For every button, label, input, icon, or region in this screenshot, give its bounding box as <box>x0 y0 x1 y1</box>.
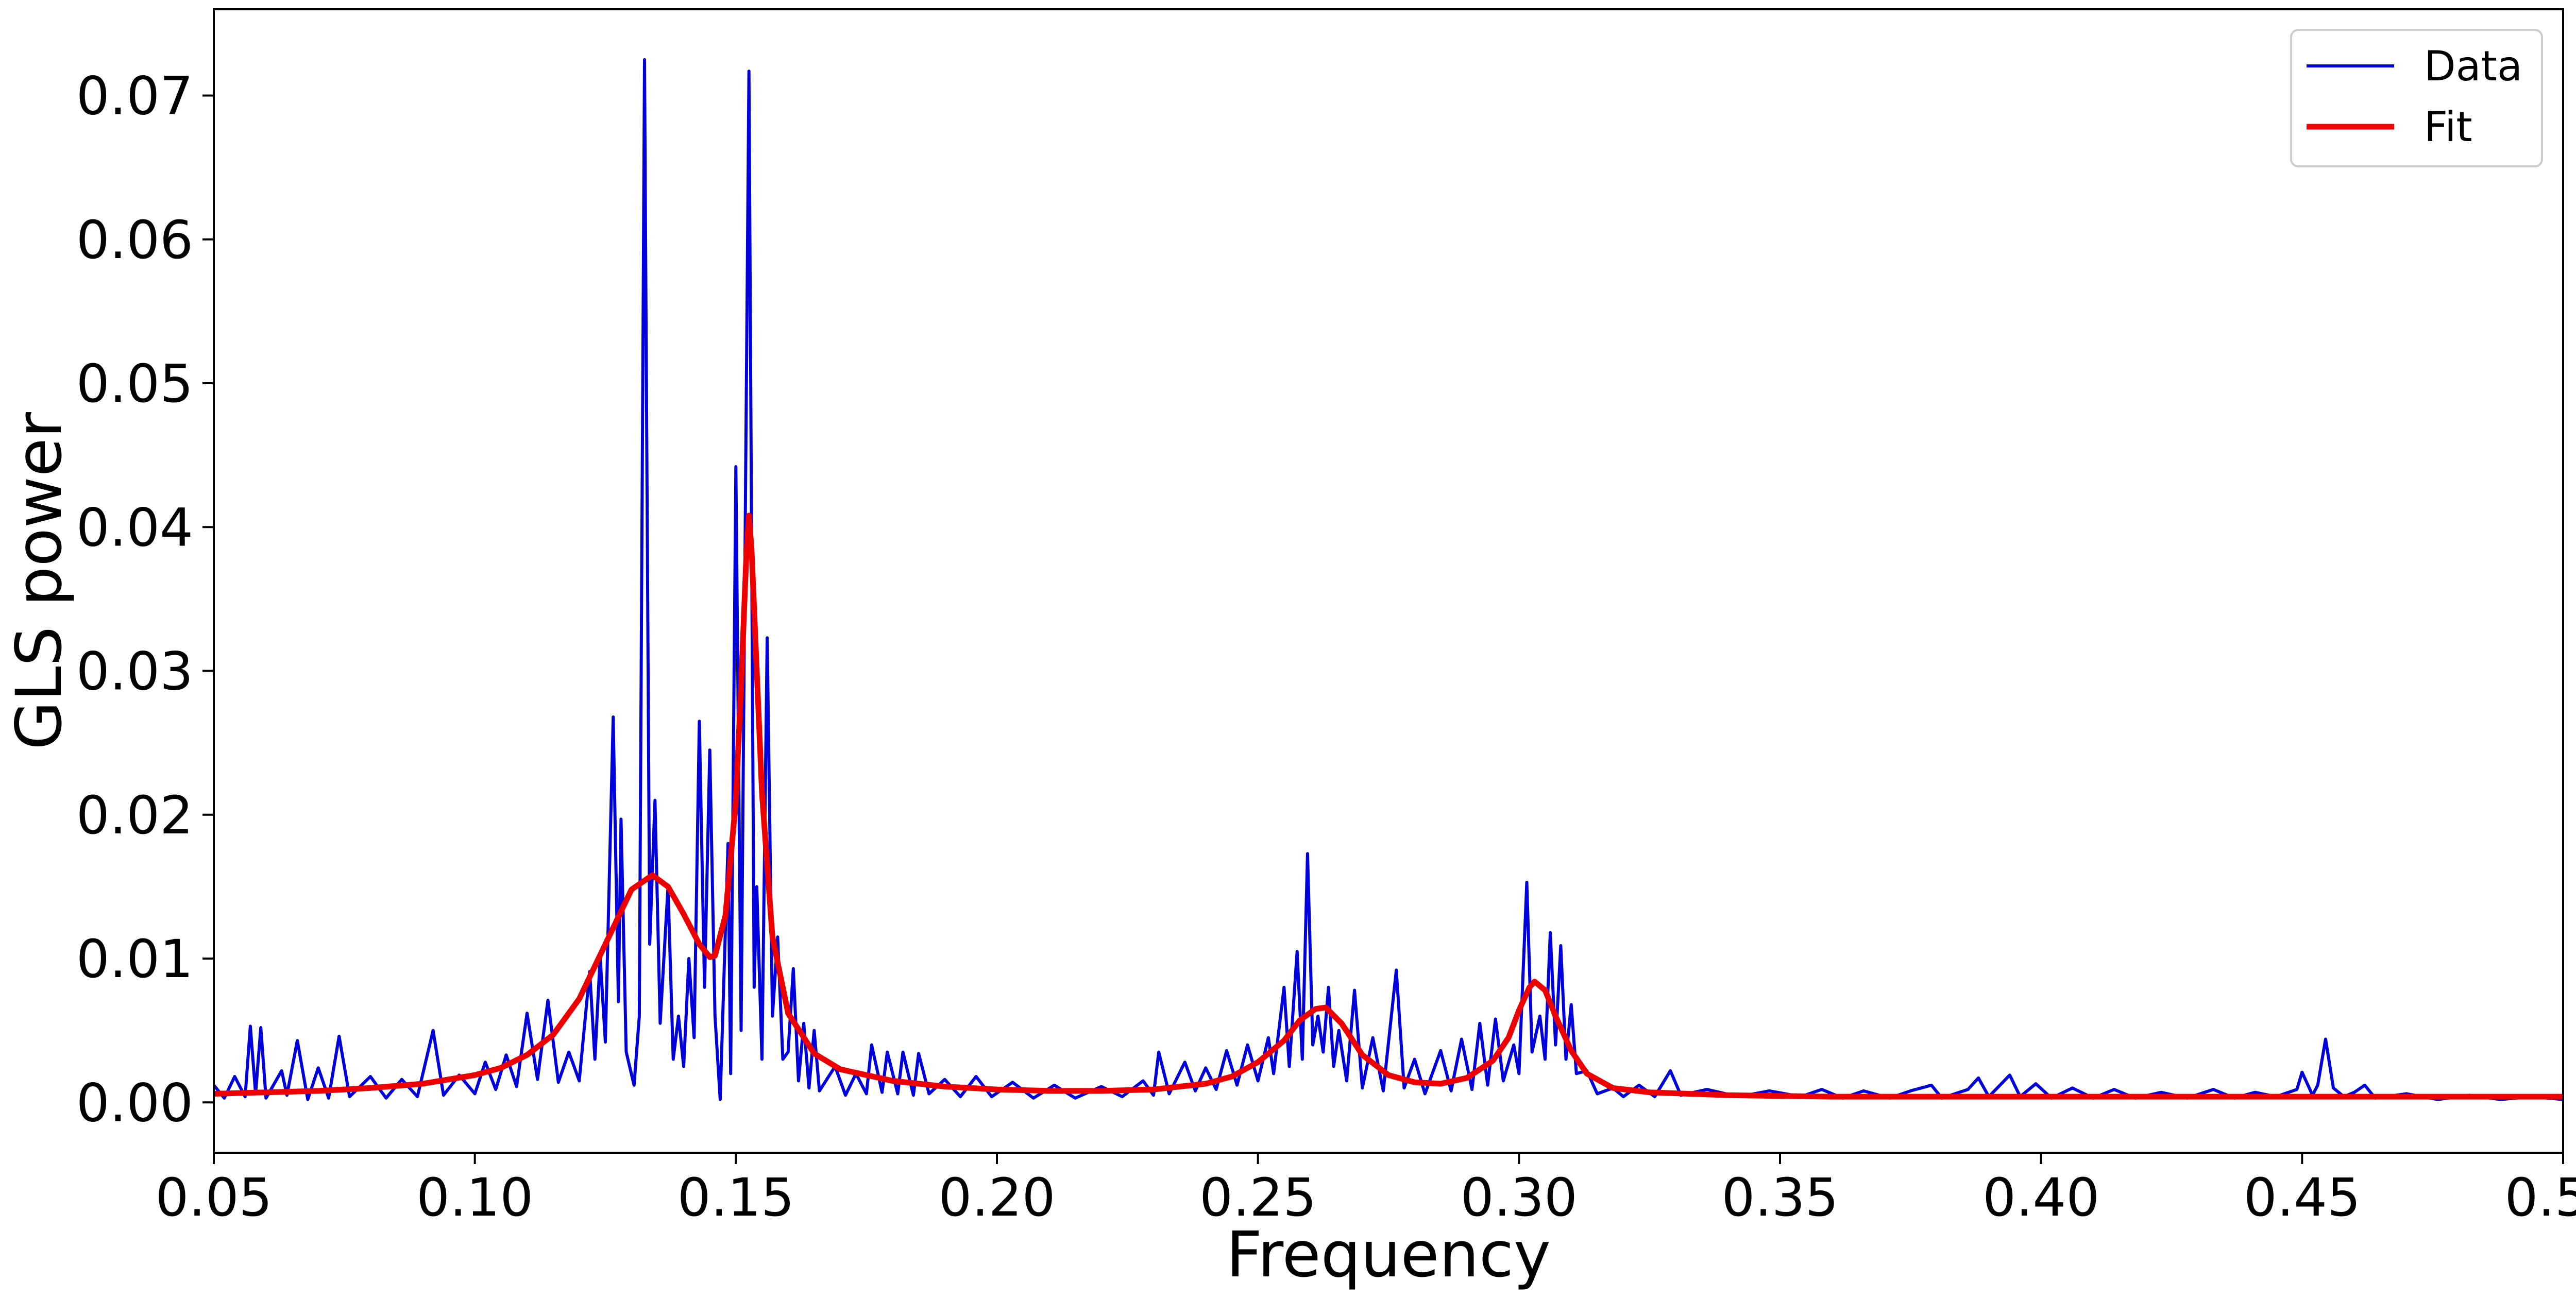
plot-frame <box>213 8 2564 1154</box>
x-tick-label: 0.50 <box>2504 1167 2576 1228</box>
x-tick-label: 0.30 <box>1461 1167 1578 1228</box>
x-tick-label: 0.45 <box>2244 1167 2361 1228</box>
x-tick-label: 0.05 <box>155 1167 272 1228</box>
x-tick-label: 0.35 <box>1721 1167 1838 1228</box>
y-tick-label: 0.04 <box>76 497 193 558</box>
series-line-data <box>214 58 2563 1101</box>
x-tick-label: 0.20 <box>938 1167 1055 1228</box>
y-tick-label: 0.05 <box>76 353 193 415</box>
y-tick-label: 0.06 <box>76 210 193 271</box>
legend-label-fit: Fit <box>2424 103 2472 151</box>
y-tick-label: 0.07 <box>76 66 193 127</box>
axes-layer: 0.05 0.10 0.15 0.20 0.25 0.30 0.35 0.40 0.45 0.5 0… <box>3 66 2576 1291</box>
x-axis-title: Frequency <box>1226 1218 1551 1291</box>
series-line-fit <box>214 513 2563 1100</box>
x-tick-label: 0.15 <box>677 1167 794 1228</box>
plot-area <box>214 58 2563 1101</box>
legend: Data Fit <box>2290 29 2543 167</box>
y-tick-label: 0.02 <box>76 785 193 846</box>
legend-label-data: Data <box>2424 42 2522 90</box>
y-axis-title: GLS power <box>3 412 76 750</box>
x-tick-label: 0.40 <box>1982 1167 2099 1228</box>
y-tick-label: 0.01 <box>76 929 193 990</box>
y-tick-label: 0.03 <box>76 641 193 703</box>
legend-box <box>2290 29 2543 167</box>
x-tick-label: 0.25 <box>1199 1167 1316 1228</box>
y-tick-label: 0.00 <box>76 1072 193 1134</box>
x-tick-label: 0.10 <box>416 1167 533 1228</box>
series-layer <box>214 58 2563 1101</box>
